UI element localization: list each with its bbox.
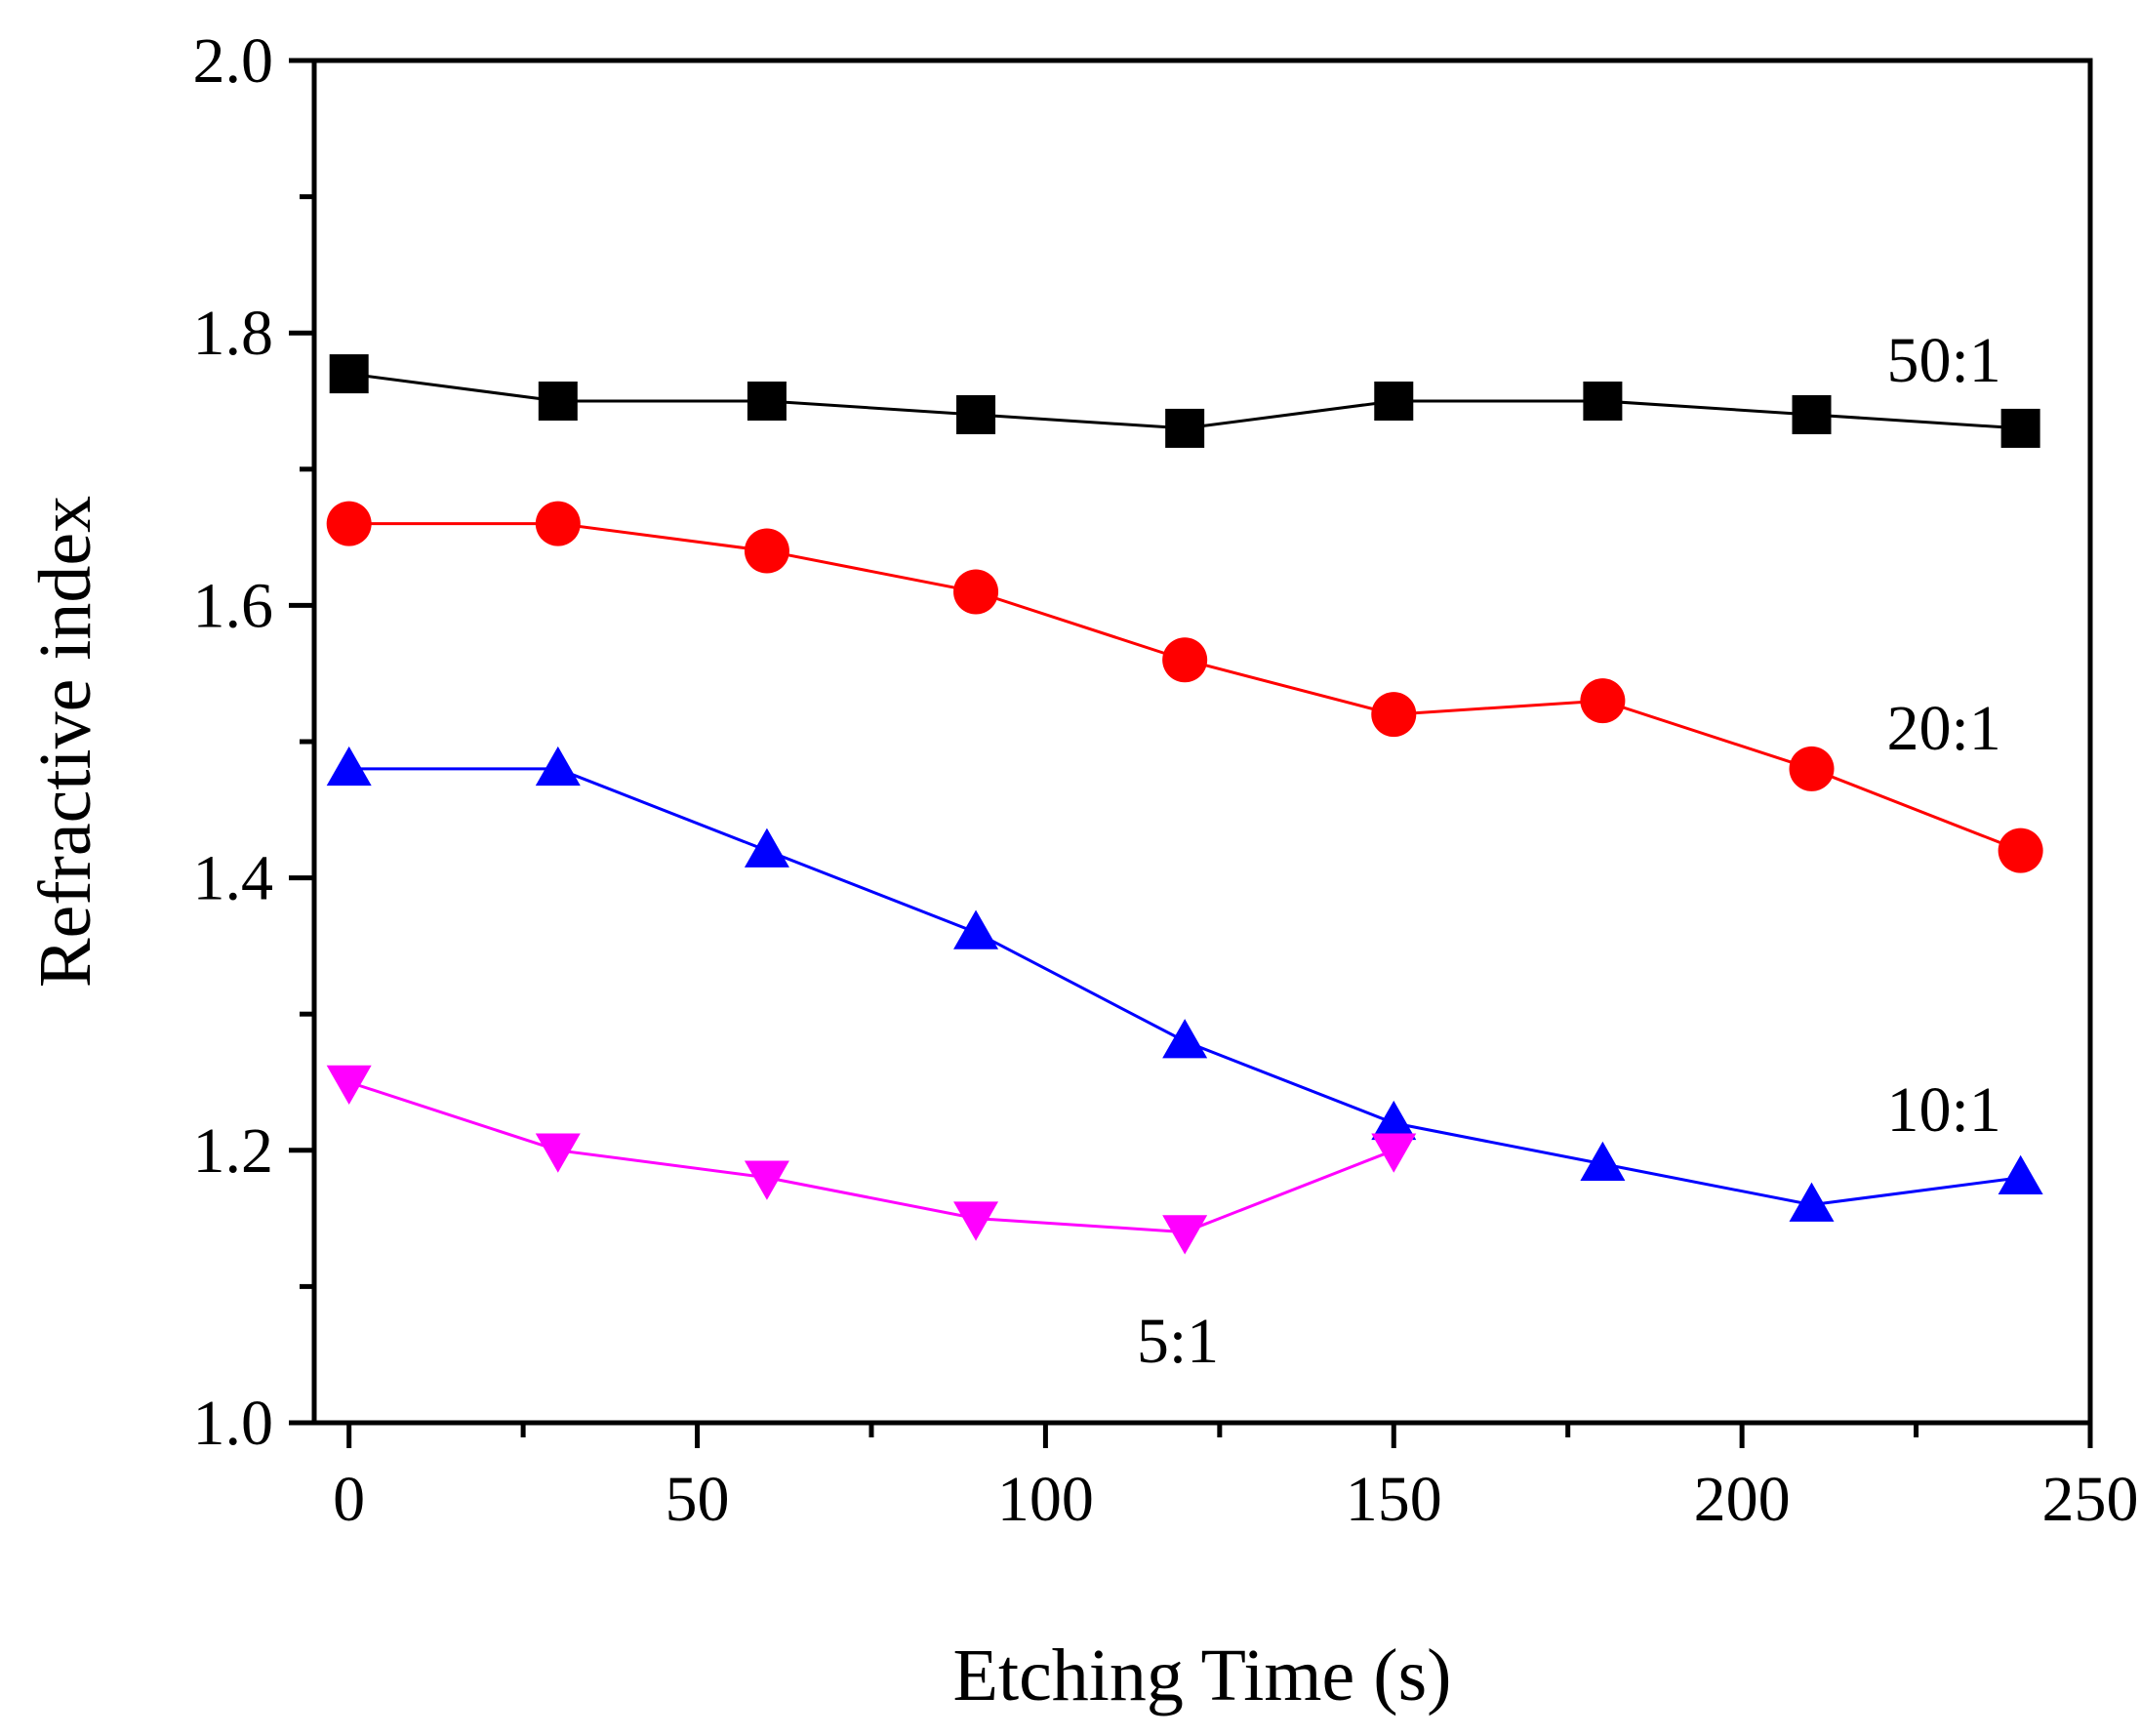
y-tick-label-1: 1.2 [193,1115,274,1187]
y-axis-title: Refractive index [24,496,106,988]
data-point-5-1-4 [1162,1215,1208,1255]
data-point-20-1-7 [1789,746,1835,791]
data-point-50-1-0 [329,354,369,394]
data-point-10-1-7 [1789,1182,1835,1222]
series-label-50-1: 50:1 [1886,325,2000,396]
data-point-20-1-1 [535,501,581,546]
x-tick-label-3: 150 [1346,1464,1442,1535]
y-tick-label-5: 2.0 [193,25,274,97]
data-point-50-1-3 [956,394,996,434]
series-label-5-1: 5:1 [1137,1306,1219,1377]
data-point-5-1-3 [953,1201,999,1241]
series-10-1 [326,746,2043,1222]
x-axis-title: Etching Time (s) [953,1635,1452,1716]
data-point-50-1-7 [1792,394,1832,434]
series-labels: 50:1 20:1 10:1 5:1 [1137,325,2001,1377]
data-point-10-1-8 [1998,1154,2043,1194]
x-tick-label-0: 0 [333,1464,365,1535]
data-point-5-1-1 [535,1133,581,1173]
series-line-5-1 [348,1080,1394,1234]
data-point-10-1-6 [1580,1141,1626,1182]
data-point-5-1-5 [1371,1133,1417,1173]
data-point-20-1-0 [326,501,372,546]
data-point-10-1-4 [1162,1019,1208,1059]
series-5-1 [326,1065,1417,1255]
series-layer [326,354,2043,1255]
series-line-20-1 [348,522,2022,853]
data-point-10-1-0 [326,746,372,787]
y-tick-label-0: 1.0 [193,1388,274,1459]
series-20-1 [326,501,2043,873]
data-point-10-1-2 [744,828,789,868]
series-label-20-1: 20:1 [1886,693,2000,764]
axis-ticks [289,58,2093,1448]
x-tick-label-1: 50 [666,1464,730,1535]
data-point-50-1-5 [1374,382,1414,421]
data-point-20-1-5 [1371,692,1417,738]
data-point-10-1-1 [535,746,581,787]
axis-tick-labels: 0 50 100 150 200 250 1.0 1.2 1.4 1.6 1.8 2.0 [193,25,2139,1535]
data-point-10-1-5 [1371,1100,1417,1141]
series-line-10-1 [348,767,2021,1207]
data-point-50-1-8 [2000,408,2040,448]
data-point-50-1-2 [747,382,787,421]
data-point-20-1-2 [744,528,789,574]
series-50-1 [329,354,2040,448]
data-point-10-1-3 [953,909,999,949]
x-tick-label-2: 100 [997,1464,1094,1535]
data-point-5-1-2 [744,1160,789,1200]
y-tick-label-2: 1.4 [193,843,274,914]
data-point-20-1-3 [953,569,999,615]
x-tick-label-5: 250 [2042,1464,2139,1535]
y-tick-label-4: 1.8 [193,298,274,369]
data-point-50-1-4 [1165,408,1205,448]
data-point-20-1-8 [1998,828,2043,873]
data-point-20-1-6 [1580,678,1626,724]
data-point-20-1-4 [1162,637,1208,683]
data-point-50-1-6 [1583,382,1623,421]
data-point-50-1-1 [538,382,578,421]
x-tick-label-4: 200 [1694,1464,1791,1535]
y-tick-label-3: 1.6 [193,570,274,641]
data-point-5-1-0 [326,1065,372,1105]
series-label-10-1: 10:1 [1886,1074,2000,1146]
